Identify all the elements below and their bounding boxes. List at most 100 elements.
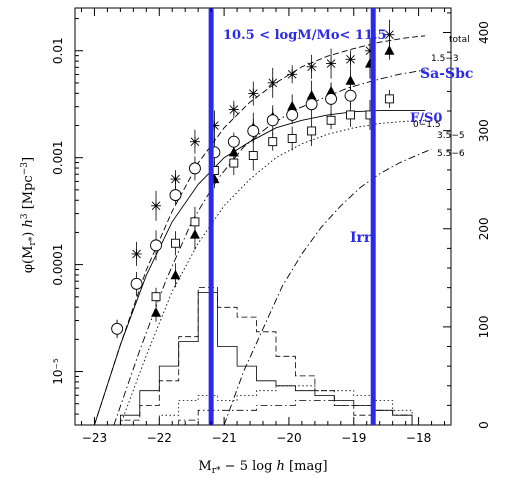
point-asterisk bbox=[306, 54, 317, 79]
point-circle bbox=[227, 132, 240, 151]
point-square bbox=[248, 140, 258, 171]
asterisk-marker bbox=[306, 61, 317, 72]
square-marker bbox=[346, 110, 355, 120]
y-right-tick-label: 0 bbox=[477, 421, 491, 429]
legend: total 1.5−3 F/S0 0−1.5 3.5−5 5.5−6 bbox=[410, 35, 470, 159]
y-tick-label: 0.0001 bbox=[51, 244, 65, 286]
y-tick-label: 10⁻⁵ bbox=[51, 358, 65, 385]
x-tick-label: −20 bbox=[276, 431, 301, 445]
circle-marker bbox=[227, 135, 240, 148]
point-square bbox=[171, 231, 180, 256]
point-circle bbox=[169, 186, 182, 205]
x-tick-label: −22 bbox=[147, 431, 172, 445]
square-marker bbox=[307, 126, 317, 136]
x-axis-label: Mr* − 5 log h [mag] bbox=[198, 459, 327, 476]
histograms bbox=[120, 287, 413, 425]
irr-annotation: Irr bbox=[350, 230, 372, 246]
circle-marker bbox=[286, 108, 299, 121]
point-circle bbox=[111, 319, 124, 338]
x-tick-label: −23 bbox=[82, 431, 107, 445]
square-marker bbox=[190, 217, 200, 227]
point-asterisk bbox=[228, 100, 239, 119]
curve-5-5-6 bbox=[223, 148, 432, 426]
asterisk-marker bbox=[228, 104, 239, 115]
y-right-tick-label: 400 bbox=[477, 21, 491, 44]
legend-total: total bbox=[449, 35, 470, 45]
point-circle bbox=[344, 86, 357, 105]
fit-curves bbox=[93, 35, 432, 426]
square-marker bbox=[229, 158, 239, 168]
square-marker bbox=[384, 94, 394, 104]
point-asterisk bbox=[287, 65, 298, 84]
legend-3-5-5: 3.5−5 bbox=[437, 131, 465, 141]
mass-range-annotation: 10.5 < logM/Mo< 11.5 bbox=[223, 28, 387, 43]
point-triangle bbox=[384, 41, 395, 60]
asterisk-marker bbox=[209, 120, 220, 131]
point-square bbox=[229, 151, 239, 176]
mass-range-lines bbox=[208, 8, 376, 425]
asterisk-marker bbox=[267, 77, 278, 88]
asterisk-marker bbox=[131, 248, 142, 259]
asterisk-marker bbox=[326, 58, 337, 69]
y-axis-label: φ(Mr*) h3 [Mpc−3] bbox=[20, 157, 38, 273]
point-square bbox=[326, 111, 336, 130]
point-circle bbox=[305, 92, 318, 117]
legend-5-5-6: 5.5−6 bbox=[437, 149, 465, 159]
y-tick-label: 0.001 bbox=[51, 141, 65, 175]
square-marker bbox=[151, 292, 161, 302]
asterisk-marker bbox=[384, 29, 395, 40]
asterisk-marker bbox=[189, 136, 200, 147]
point-asterisk bbox=[170, 170, 181, 189]
point-asterisk bbox=[345, 50, 356, 69]
data-points bbox=[111, 19, 395, 338]
circle-marker bbox=[305, 98, 318, 111]
point-asterisk bbox=[151, 190, 162, 221]
histogram-3 bbox=[178, 400, 413, 425]
triangle-marker bbox=[170, 269, 181, 280]
y-right-tick-label: 100 bbox=[477, 315, 491, 338]
y-right-tick-label: 300 bbox=[477, 119, 491, 142]
point-square bbox=[307, 115, 317, 146]
point-asterisk bbox=[248, 81, 259, 106]
point-square bbox=[287, 126, 297, 151]
curve-total bbox=[93, 35, 426, 426]
circle-marker bbox=[111, 322, 124, 335]
circle-marker bbox=[247, 125, 260, 137]
sa-sbc-annotation: Sa-Sbc bbox=[420, 66, 473, 82]
legend-1-5-3: 1.5−3 bbox=[431, 54, 459, 64]
x-tick-label: −21 bbox=[211, 431, 236, 445]
square-marker bbox=[248, 151, 258, 161]
asterisk-marker bbox=[170, 174, 181, 185]
triangle-marker bbox=[151, 307, 162, 317]
point-triangle bbox=[170, 263, 181, 288]
point-square bbox=[346, 102, 355, 127]
point-circle bbox=[188, 156, 201, 181]
point-circle bbox=[266, 105, 279, 136]
circle-marker bbox=[266, 114, 279, 127]
square-marker bbox=[171, 238, 180, 248]
point-triangle bbox=[151, 303, 162, 322]
histogram-0 bbox=[120, 287, 374, 425]
point-square bbox=[268, 132, 278, 151]
circle-marker bbox=[150, 239, 162, 252]
triangle-marker bbox=[384, 45, 395, 55]
triangle-marker bbox=[345, 75, 356, 85]
y-tick-label: 0.01 bbox=[51, 37, 65, 64]
x-tick-label: −18 bbox=[406, 431, 431, 445]
circle-marker bbox=[169, 189, 182, 202]
point-asterisk bbox=[267, 67, 278, 98]
asterisk-marker bbox=[248, 88, 259, 99]
asterisk-marker bbox=[287, 69, 298, 80]
asterisk-marker bbox=[345, 54, 356, 65]
square-marker bbox=[326, 115, 336, 125]
point-asterisk bbox=[189, 129, 200, 154]
point-asterisk bbox=[326, 48, 337, 79]
point-circle bbox=[130, 271, 143, 296]
point-asterisk bbox=[131, 241, 142, 266]
point-square bbox=[384, 89, 394, 108]
square-marker bbox=[287, 133, 297, 143]
triangle-marker bbox=[287, 100, 298, 111]
square-marker bbox=[268, 137, 278, 147]
circle-marker bbox=[344, 89, 357, 102]
